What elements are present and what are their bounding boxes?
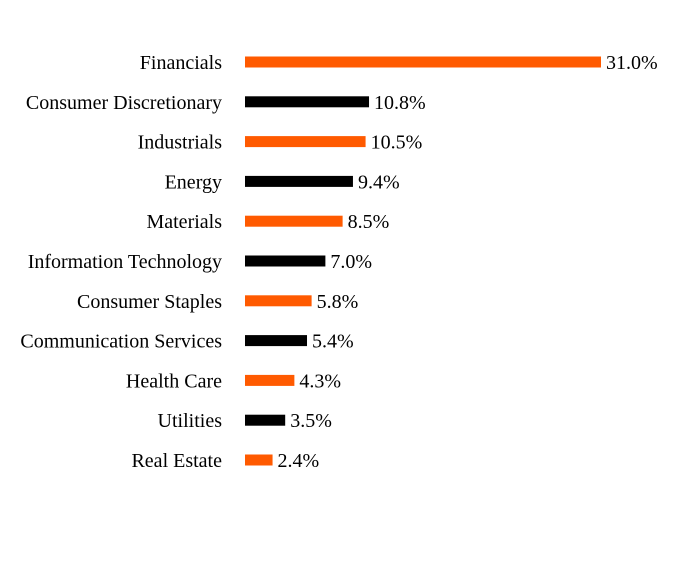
category-label: Materials	[146, 211, 222, 233]
bar	[245, 454, 273, 466]
category-label: Utilities	[158, 410, 223, 432]
value-label: 3.5%	[290, 410, 332, 432]
value-label: 31.0%	[606, 52, 658, 74]
value-label: 5.4%	[312, 331, 354, 353]
category-label: Financials	[140, 52, 222, 74]
value-label: 8.5%	[348, 211, 390, 233]
bar	[245, 295, 312, 307]
value-label: 4.3%	[299, 370, 341, 392]
value-label: 9.4%	[358, 171, 400, 193]
value-labels: 31.0% 10.8% 10.5% 9.4% 8.5% 7.0% 5.8% 5.4% 4.3% 3…	[278, 52, 658, 472]
category-label: Information Technology	[28, 251, 222, 273]
bar	[245, 335, 308, 347]
bar	[245, 414, 286, 426]
bar	[245, 175, 353, 187]
category-label: Consumer Discretionary	[26, 92, 222, 114]
category-labels: Financials Consumer Discretionary Industri…	[20, 52, 222, 472]
category-label: Health Care	[126, 370, 222, 392]
bar	[245, 136, 366, 148]
category-label: Energy	[165, 171, 222, 193]
bar	[245, 374, 295, 386]
bar	[245, 215, 343, 227]
category-label: Communication Services	[20, 331, 222, 353]
value-label: 10.8%	[374, 92, 426, 114]
bar	[245, 255, 326, 267]
bar	[245, 56, 601, 68]
category-label: Real Estate	[131, 450, 222, 472]
category-label: Industrials	[138, 132, 223, 154]
value-label: 5.8%	[317, 291, 359, 313]
value-label: 7.0%	[330, 251, 372, 273]
bar	[245, 96, 370, 108]
bars	[245, 56, 601, 466]
value-label: 2.4%	[278, 450, 320, 472]
value-label: 10.5%	[371, 132, 423, 154]
category-label: Consumer Staples	[77, 291, 222, 313]
